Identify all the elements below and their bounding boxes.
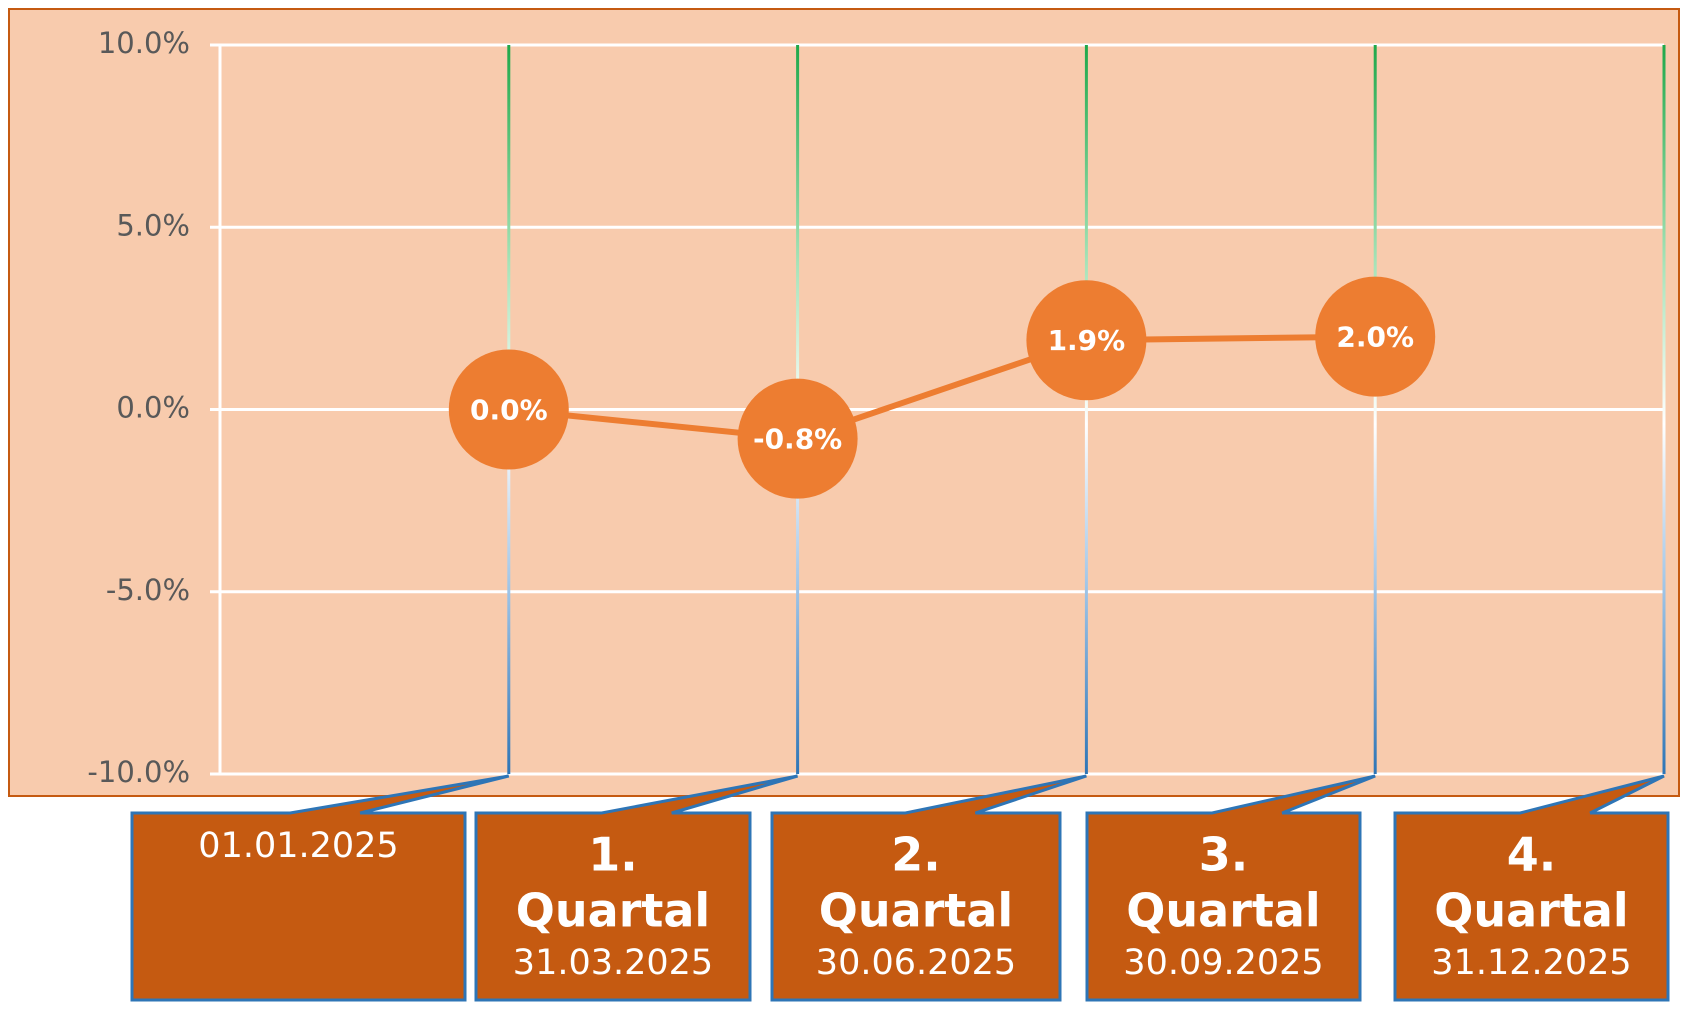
category-label: 30.09.2025 xyxy=(1123,943,1323,983)
category-callout xyxy=(130,774,510,1002)
y-tick-label: -10.0% xyxy=(87,755,190,789)
data-label: 2.0% xyxy=(1336,321,1414,354)
category-callout xyxy=(1085,774,1376,1002)
category-label: Quartal xyxy=(819,884,1013,938)
category-label: 1. xyxy=(588,828,637,882)
data-point xyxy=(1026,280,1147,401)
category-label: Quartal xyxy=(1434,884,1628,938)
category-label: Quartal xyxy=(1126,884,1320,938)
category-label: 2. xyxy=(891,828,940,882)
data-point xyxy=(448,349,569,470)
data-label: -0.8% xyxy=(753,423,842,456)
category-callout xyxy=(474,774,799,1002)
y-tick-label: 10.0% xyxy=(98,26,190,60)
category-label: 01.01.2025 xyxy=(198,826,398,866)
category-label: Quartal xyxy=(516,884,710,938)
data-label: 1.9% xyxy=(1048,324,1126,357)
y-tick-label: -5.0% xyxy=(106,573,190,607)
data-point xyxy=(1315,276,1436,397)
category-label: 31.03.2025 xyxy=(513,943,713,983)
data-label: 0.0% xyxy=(470,394,548,427)
category-callout xyxy=(1393,774,1670,1002)
y-tick-label: 5.0% xyxy=(116,208,190,242)
data-point xyxy=(737,378,858,499)
category-label: 30.06.2025 xyxy=(816,943,1016,983)
category-callout xyxy=(770,774,1087,1002)
data-line xyxy=(508,333,1376,442)
category-label: 4. xyxy=(1507,828,1556,882)
category-label: 31.12.2025 xyxy=(1431,943,1631,983)
y-tick-label: 0.0% xyxy=(116,391,190,425)
category-label: 3. xyxy=(1199,828,1248,882)
